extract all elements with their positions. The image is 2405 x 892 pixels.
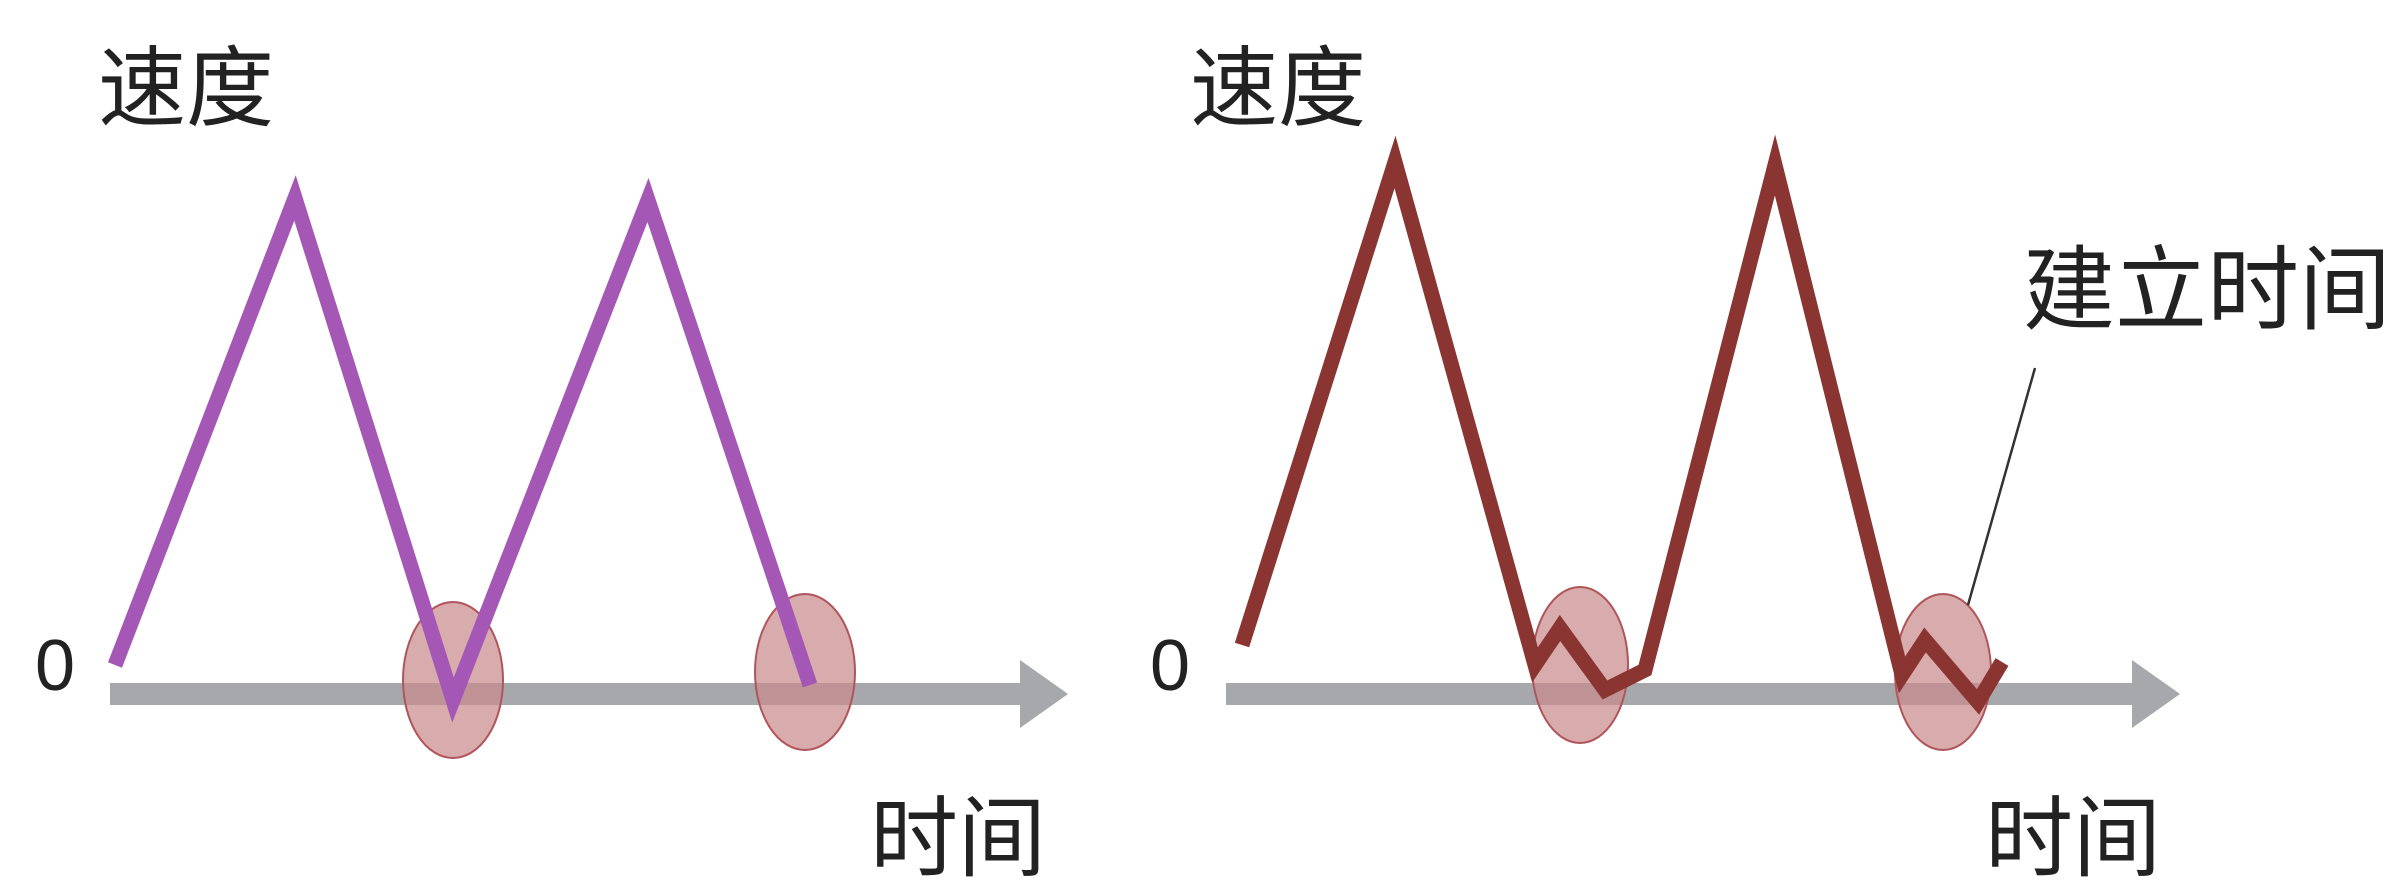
time-axis-arrowhead xyxy=(2132,660,2180,728)
time-axis-arrowhead xyxy=(1020,660,1068,728)
right-diagram-panel: 速度 0 时间 建立时间 xyxy=(1130,0,2405,892)
y-axis-label: 速度 xyxy=(98,37,275,140)
speed-profile-line xyxy=(1234,134,2009,715)
settling-time-annotation: 建立时间 xyxy=(2023,237,2392,344)
left-diagram-svg xyxy=(108,175,1068,759)
left-diagram-panel: 速度 0 时间 xyxy=(0,0,1130,892)
x-axis-label: 时间 xyxy=(870,787,1047,890)
x-axis-label: 时间 xyxy=(1985,787,2162,890)
speed-profile-line xyxy=(108,175,818,723)
annotation-leader-line xyxy=(1966,367,2037,606)
origin-label: 0 xyxy=(35,626,76,706)
origin-label: 0 xyxy=(1150,626,1191,706)
right-diagram-svg xyxy=(1226,134,2180,751)
y-axis-label: 速度 xyxy=(1190,37,1367,140)
